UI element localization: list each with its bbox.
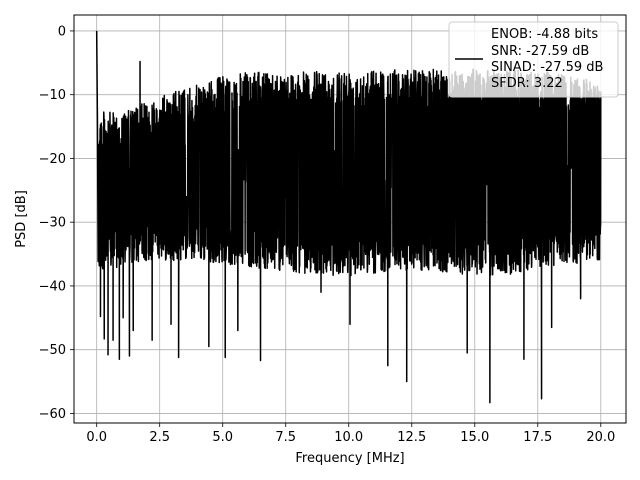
x-tick-label: 7.5 <box>275 430 296 445</box>
axes-frame <box>73 14 627 424</box>
y-tick-label: −10 <box>39 88 66 103</box>
legend-box <box>448 21 619 98</box>
y-tick-label: −60 <box>39 407 66 422</box>
x-tick-label: 0.0 <box>86 430 107 445</box>
x-tick-label: 15.0 <box>460 430 489 445</box>
x-tick-label: 5.0 <box>212 430 233 445</box>
y-axis-label: PSD [dB] <box>14 190 29 248</box>
x-axis: 0.0 2.5 5.0 7.5 10.0 12.5 15.0 17.5 20.0 <box>86 423 615 445</box>
x-tick-label: 2.5 <box>149 430 170 445</box>
x-axis-label: Frequency [MHz] <box>295 451 404 466</box>
y-tick-label: −40 <box>39 279 66 294</box>
y-axis: 0 −10 −20 −30 −40 −50 −60 <box>39 24 74 422</box>
y-tick-label: −20 <box>39 152 66 167</box>
y-tick-label: −30 <box>39 216 66 231</box>
psd-series-line <box>95 30 602 404</box>
x-tick-label: 17.5 <box>523 430 552 445</box>
y-tick-label: 0 <box>58 24 66 39</box>
legend-sfdr: SFDR: 3.22 <box>491 76 563 91</box>
legend: ENOB: -4.88 bits SNR: -27.59 dB SINAD: -… <box>448 21 619 98</box>
legend-enob: ENOB: -4.88 bits <box>491 27 598 42</box>
y-tick-label: −50 <box>39 343 66 358</box>
plot-area <box>95 30 602 404</box>
x-tick-label: 10.0 <box>334 430 363 445</box>
x-tick-label: 12.5 <box>397 430 426 445</box>
legend-sinad: SINAD: -27.59 dB <box>491 60 603 75</box>
legend-snr: SNR: -27.59 dB <box>491 44 589 59</box>
x-tick-label: 20.0 <box>586 430 615 445</box>
